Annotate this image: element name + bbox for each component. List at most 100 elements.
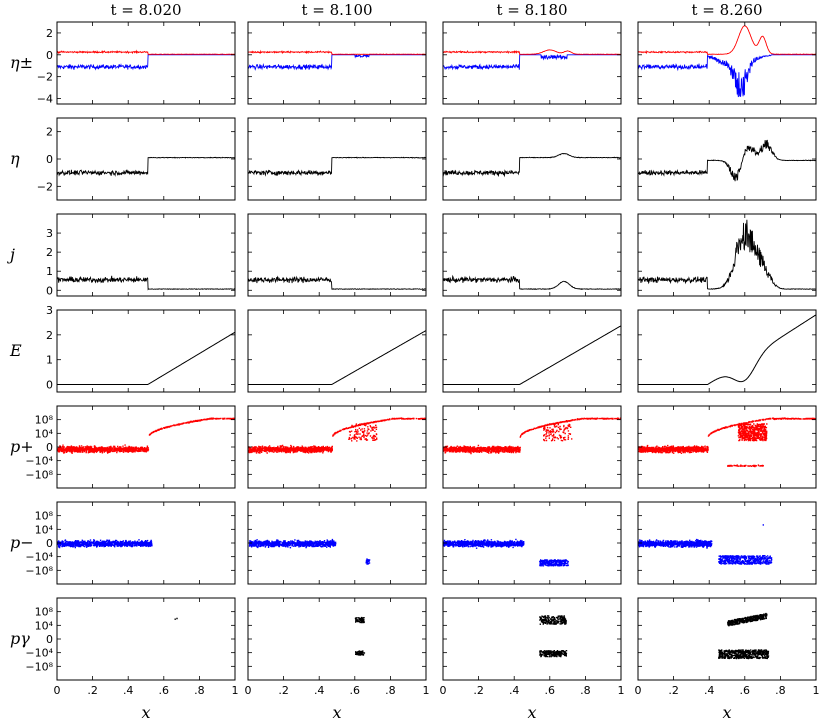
scatter-points: [174, 617, 178, 620]
panel-frame: [442, 213, 622, 297]
x-axis-label: x: [722, 703, 731, 722]
x-tick-label: .8: [385, 684, 396, 697]
y-tick-label: −10⁸: [25, 564, 53, 577]
y-tick-label: −10⁴: [25, 455, 53, 468]
series-line: [443, 49, 621, 56]
row-label: E: [9, 341, 22, 360]
y-tick-label: 10⁸: [35, 510, 54, 523]
panel-frame: [637, 213, 817, 297]
panel-frame: [56, 597, 236, 681]
x-tick-label: 0: [54, 684, 61, 697]
x-tick-label: 1: [423, 684, 430, 697]
panel: [247, 21, 427, 105]
panel: [247, 501, 427, 585]
y-tick-label: 2: [46, 126, 53, 139]
scatter-points: [638, 524, 773, 565]
y-tick-label: 1: [46, 265, 53, 278]
panel: [442, 213, 622, 297]
x-tick-label: .2: [473, 684, 484, 697]
y-tick-label: −2: [37, 71, 53, 84]
scatter-points: [248, 417, 426, 454]
y-tick-label: 10⁴: [35, 619, 54, 632]
panel: [56, 597, 236, 681]
series-line: [57, 54, 235, 71]
series-line: [57, 49, 235, 55]
panel: [442, 405, 622, 489]
row-label: pγ: [10, 629, 30, 648]
series-line: [248, 53, 426, 71]
scatter-points: [539, 615, 568, 658]
scatter-points: [248, 538, 371, 565]
panel: [247, 597, 427, 681]
column-title: t = 8.100: [301, 1, 372, 19]
x-tick-label: .8: [580, 684, 591, 697]
panel: [56, 21, 236, 105]
panel-frame: [442, 309, 622, 393]
panel: [56, 213, 236, 297]
x-tick-label: 0: [245, 684, 252, 697]
y-tick-label: 0: [46, 284, 53, 297]
y-tick-label: 0: [46, 537, 53, 550]
panel: [637, 213, 817, 297]
y-tick-label: 10⁴: [35, 427, 54, 440]
y-tick-label: 10⁴: [35, 523, 54, 536]
x-tick-label: 0: [440, 684, 447, 697]
y-tick-label: −10⁸: [25, 660, 53, 673]
scatter-points: [354, 616, 366, 656]
panel: [247, 213, 427, 297]
series-line: [443, 152, 621, 178]
series-line: [638, 25, 816, 55]
y-tick-label: 10⁸: [35, 606, 54, 619]
series-line: [248, 330, 426, 385]
y-tick-label: 2: [46, 246, 53, 259]
scatter-points: [57, 539, 153, 549]
panel-frame: [247, 21, 427, 105]
scatter-points: [638, 417, 816, 468]
y-tick-label: 2: [46, 27, 53, 40]
panel-frame: [637, 597, 817, 681]
panel-frame: [637, 117, 817, 201]
series-line: [638, 314, 816, 385]
column-title: t = 8.260: [691, 1, 762, 19]
x-axis-label: x: [332, 703, 341, 722]
scatter-points: [443, 538, 569, 567]
panel-frame: [247, 213, 427, 297]
row-label: η: [10, 149, 20, 168]
x-tick-label: .6: [740, 684, 751, 697]
x-tick-label: 1: [232, 684, 239, 697]
panel: [637, 597, 817, 681]
column-title: t = 8.180: [496, 1, 567, 19]
panel-frame: [637, 309, 817, 393]
y-tick-label: 1: [46, 354, 53, 367]
series-line: [443, 54, 621, 71]
panel: [637, 405, 817, 489]
x-tick-label: 1: [813, 684, 820, 697]
series-line: [443, 325, 621, 385]
y-tick-label: 0: [46, 441, 53, 454]
panel-frame: [442, 597, 622, 681]
x-axis-label: x: [141, 703, 150, 722]
panel-frame: [247, 117, 427, 201]
panel: [247, 117, 427, 201]
x-tick-label: .6: [159, 684, 170, 697]
series-line: [57, 275, 235, 291]
panel: [56, 405, 236, 489]
series-line: [638, 219, 816, 290]
panel: [442, 117, 622, 201]
x-axis-label: x: [527, 703, 536, 722]
y-tick-label: 0: [46, 153, 53, 166]
x-tick-label: 0: [635, 684, 642, 697]
panel-frame: [247, 309, 427, 393]
series-line: [248, 156, 426, 177]
panel: [247, 405, 427, 489]
panel-frame: [56, 117, 236, 201]
y-tick-label: 3: [46, 227, 53, 240]
panel: [442, 597, 622, 681]
panel: [56, 501, 236, 585]
panel-frame: [56, 21, 236, 105]
y-tick-label: 0: [46, 49, 53, 62]
panel: [637, 21, 817, 105]
y-tick-label: 2: [46, 329, 53, 342]
panel-frame: [442, 117, 622, 201]
y-tick-label: −10⁴: [25, 647, 53, 660]
